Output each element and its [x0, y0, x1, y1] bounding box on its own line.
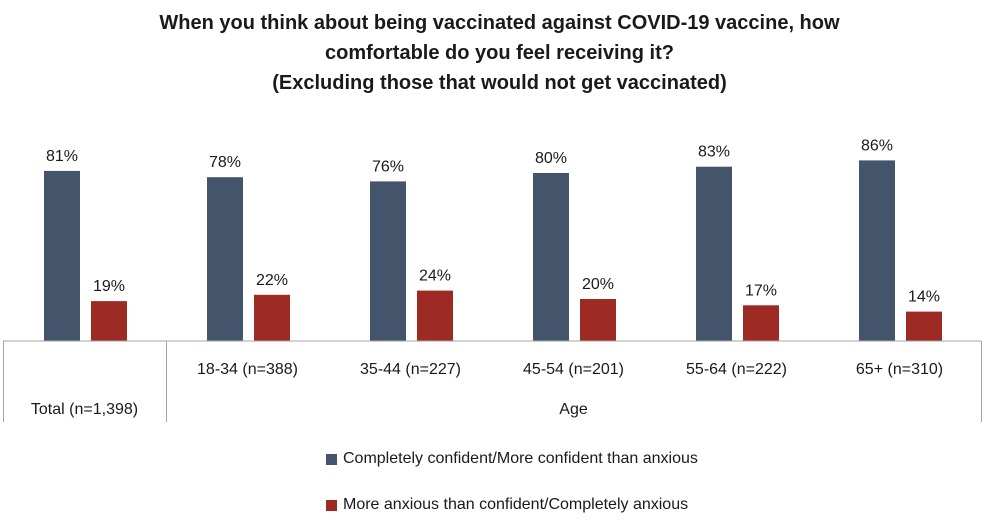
legend-label-confident: Completely confident/More confident than… [343, 450, 698, 467]
category-label: 45-54 (n=201) [523, 361, 624, 378]
data-label: 81% [46, 148, 78, 165]
data-label: 20% [582, 276, 614, 293]
group-label-age: Age [559, 401, 588, 418]
legend-label-anxious: More anxious than confident/Completely a… [343, 496, 689, 513]
category-label: 65+ (n=310) [856, 361, 943, 378]
bar-anxious-5 [906, 311, 942, 341]
data-label: 14% [908, 289, 940, 306]
title-line-1: When you think about being vaccinated ag… [159, 12, 840, 34]
legend-swatch-confident [326, 453, 337, 465]
data-label: 86% [861, 137, 893, 154]
bar-confident-5 [859, 160, 895, 341]
bar-confident-4 [696, 166, 732, 341]
bar-anxious-4 [743, 305, 779, 341]
data-label: 83% [698, 144, 730, 161]
bar-anxious-3 [580, 299, 616, 341]
bar-confident-0 [44, 170, 80, 341]
bar-anxious-1 [254, 294, 290, 341]
legend-item-confident: Completely confident/More confident than… [326, 449, 698, 469]
data-label: 76% [372, 158, 404, 175]
bar-confident-1 [207, 177, 243, 341]
category-label: Total (n=1,398) [31, 401, 138, 418]
legend-item-anxious: More anxious than confident/Completely a… [326, 495, 688, 515]
bar-confident-2 [370, 181, 406, 341]
title-line-2: comfortable do you feel receiving it? [325, 42, 674, 64]
bar-confident-3 [533, 173, 569, 341]
category-label: 55-64 (n=222) [686, 361, 787, 378]
chart-title: When you think about being vaccinated ag… [0, 8, 999, 98]
data-label: 78% [209, 154, 241, 171]
data-label: 22% [256, 272, 288, 289]
category-label: 35-44 (n=227) [360, 361, 461, 378]
data-label: 80% [535, 150, 567, 167]
legend-swatch-anxious [326, 499, 337, 511]
category-label: 18-34 (n=388) [197, 361, 298, 378]
data-label: 19% [93, 278, 125, 295]
data-label: 24% [419, 268, 451, 285]
bar-anxious-2 [417, 290, 453, 341]
bar-anxious-0 [91, 301, 127, 341]
title-line-3: (Excluding those that would not get vacc… [272, 72, 727, 94]
data-label: 17% [745, 282, 777, 299]
